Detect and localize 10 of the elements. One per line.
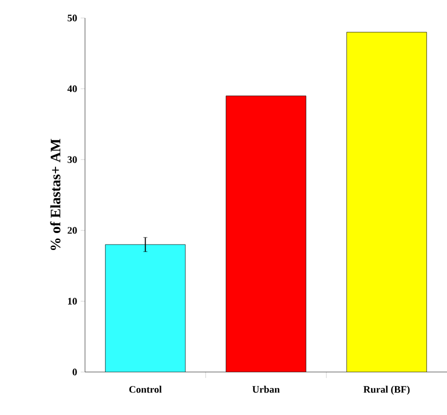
y-tick-label: 10 [68, 298, 77, 305]
y-tick-label: 30 [68, 156, 77, 163]
x-tick-label: Control [129, 386, 162, 393]
y-tick-label: 40 [67, 85, 77, 92]
y-tick-label: 50 [68, 14, 77, 22]
x-tick-label: Rural (BF) [363, 386, 410, 395]
x-tick-label: Urban [252, 386, 280, 393]
y-axis-title: % of Elastas+ AM [50, 138, 60, 250]
y-tick-label: 20 [68, 227, 77, 234]
y-tick-label: 0 [72, 368, 77, 376]
